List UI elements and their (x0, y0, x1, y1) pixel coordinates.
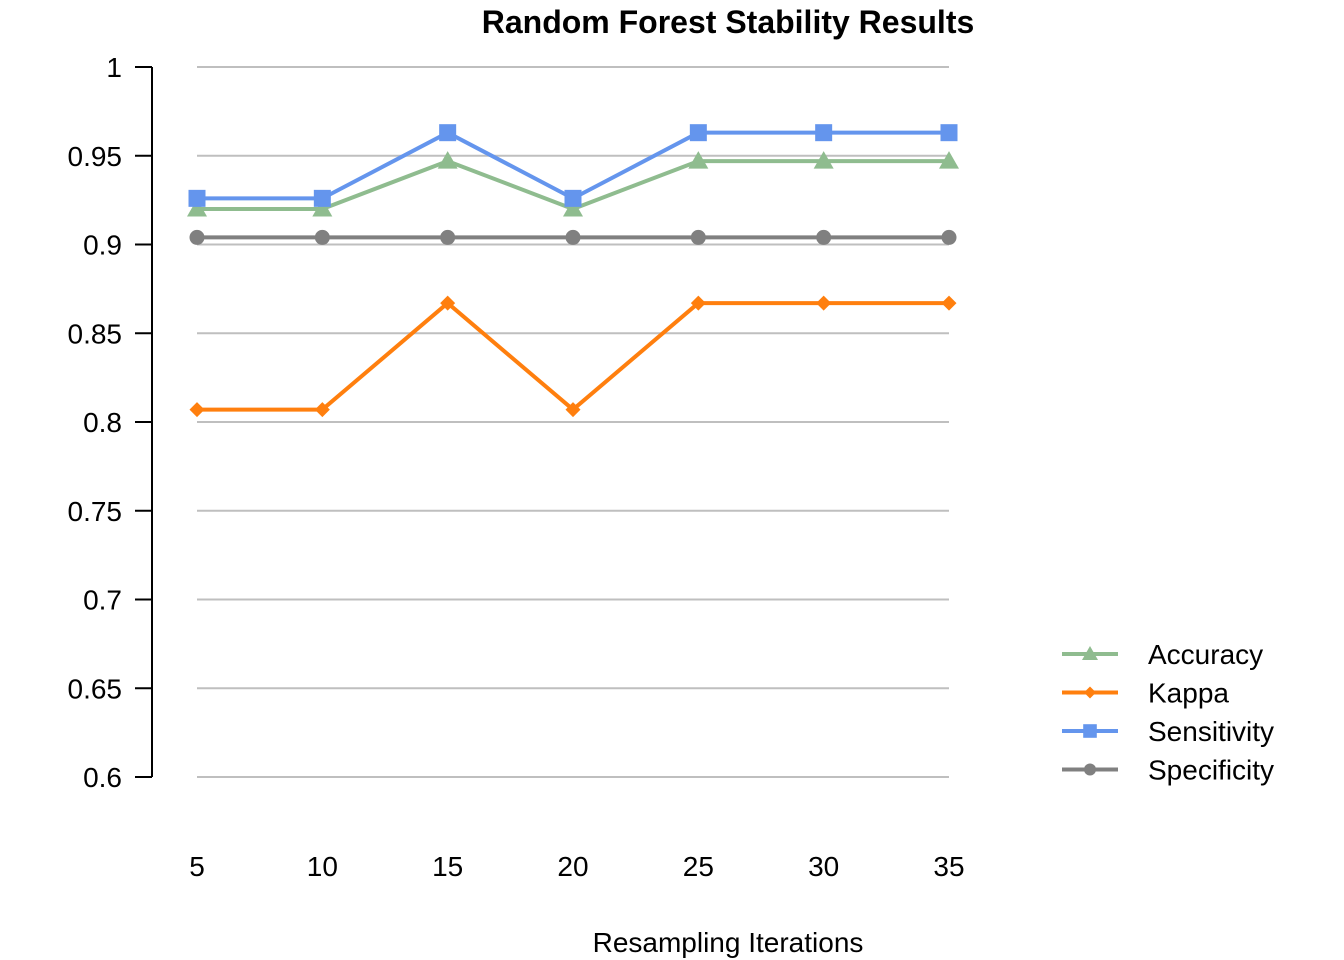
data-point (314, 229, 330, 245)
x-tick-label: 25 (683, 851, 714, 882)
y-tick-label: 0.95 (68, 141, 123, 172)
legend-label: Sensitivity (1148, 716, 1274, 747)
x-tick-label: 20 (557, 851, 588, 882)
data-point (688, 151, 709, 169)
x-tick-label: 30 (808, 851, 839, 882)
grid-lines (197, 66, 949, 778)
series-specificity (189, 229, 957, 245)
data-point (815, 124, 833, 142)
y-tick-label: 0.7 (83, 585, 122, 616)
data-point (313, 189, 331, 207)
x-tick-label: 15 (432, 851, 463, 882)
legend: Accuracy Kappa Sensitivity Specificity (1062, 639, 1274, 786)
series-line (197, 301, 949, 412)
data-point (187, 199, 207, 217)
data-point (189, 402, 205, 418)
data-point (440, 295, 456, 311)
data-point (1084, 686, 1096, 699)
data-point (437, 151, 458, 169)
legend-item-specificity: Specificity (1062, 755, 1274, 786)
data-point (565, 402, 581, 418)
data-point (813, 151, 834, 169)
data-point (189, 229, 205, 245)
series-kappa (189, 295, 957, 418)
data-point (188, 189, 206, 207)
data-point (816, 229, 832, 245)
series-accuracy (187, 151, 959, 217)
legend-label: Accuracy (1148, 639, 1263, 670)
legend-label: Specificity (1148, 755, 1274, 786)
y-tick-label: 0.6 (83, 762, 122, 793)
x-axis-label: Resampling Iterations (593, 927, 864, 958)
y-tick-label: 0.8 (83, 407, 122, 438)
y-tick-label: 0.65 (68, 673, 123, 704)
x-tick-labels: 5 10 15 20 25 30 35 (189, 851, 964, 882)
legend-item-kappa: Kappa (1062, 678, 1229, 709)
series-layer (187, 124, 959, 418)
data-point (312, 199, 333, 217)
data-point (1082, 646, 1098, 660)
y-tick-label: 0.85 (68, 318, 123, 349)
legend-item-sensitivity: Sensitivity (1062, 716, 1274, 747)
x-tick-label: 5 (189, 851, 205, 882)
y-tick-label: 0.75 (68, 496, 123, 527)
data-point (690, 295, 706, 311)
series-line (197, 130, 949, 201)
data-point (689, 124, 707, 142)
data-point (439, 124, 457, 142)
y-axis (135, 66, 153, 778)
x-tick-label: 35 (933, 851, 964, 882)
data-point (1083, 724, 1097, 738)
legend-item-accuracy: Accuracy (1062, 639, 1263, 670)
x-tick-label: 10 (307, 851, 338, 882)
data-point (940, 124, 958, 142)
y-tick-label: 1 (106, 52, 122, 83)
data-point (816, 295, 832, 311)
chart-title: Random Forest Stability Results (482, 4, 975, 40)
y-tick-labels: 0.6 0.65 0.7 0.75 0.8 0.85 0.9 0.95 1 (68, 52, 123, 793)
data-point (440, 229, 456, 245)
data-point (941, 295, 957, 311)
data-point (939, 151, 959, 169)
series-sensitivity (188, 124, 958, 207)
data-point (564, 189, 582, 207)
legend-label: Kappa (1148, 678, 1229, 709)
data-point (314, 402, 330, 418)
data-point (941, 229, 957, 245)
data-point (563, 199, 583, 217)
data-point (1084, 763, 1096, 776)
data-point (690, 229, 706, 245)
y-tick-label: 0.9 (83, 230, 122, 261)
data-point (565, 229, 581, 245)
